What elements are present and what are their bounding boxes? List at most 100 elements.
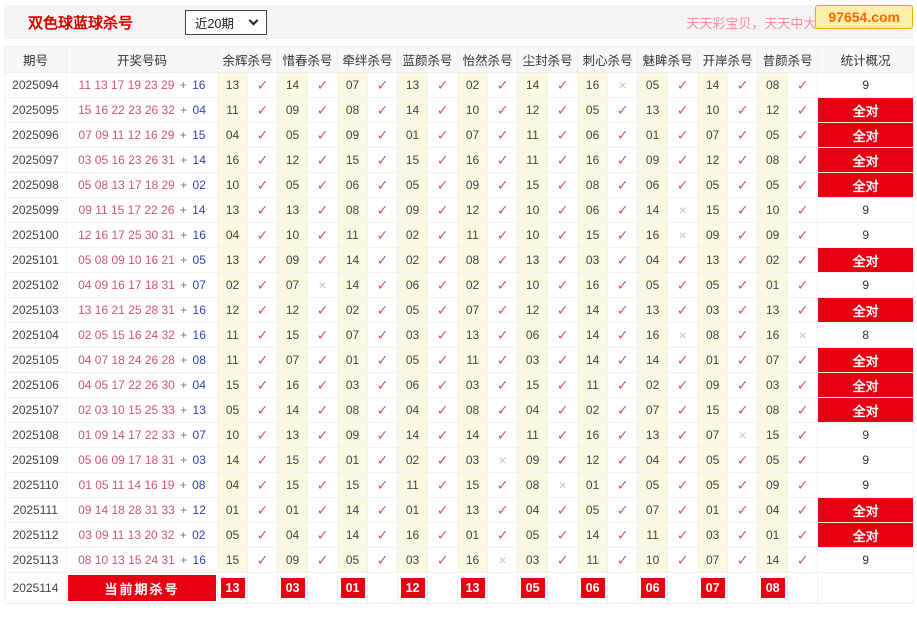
blue-ball: 14: [192, 203, 206, 217]
kill-number-cell: 06: [397, 272, 429, 298]
kill-number-cell: 14: [577, 297, 609, 323]
col-expert-7: 刺心杀号: [577, 46, 639, 73]
kill-number-cell: 14: [277, 72, 309, 98]
kill-number-cell: 13: [277, 422, 309, 448]
hit-check-icon: ✓: [607, 147, 639, 173]
kill-number-cell: 03: [337, 372, 369, 398]
hit-check-icon: ✓: [727, 497, 759, 523]
col-expert-8: 魅眸杀号: [637, 46, 699, 73]
site-logo-badge[interactable]: 97654.com: [815, 5, 913, 29]
blue-ball: 08: [192, 353, 206, 367]
kill-number-cell: 01: [697, 497, 729, 523]
empty-mark-cell: [307, 572, 339, 604]
kill-number-cell: 09: [757, 222, 789, 248]
hit-check-icon: ✓: [367, 247, 399, 273]
hit-check-icon: ✓: [727, 322, 759, 348]
stat-all-correct-badge: 全对: [817, 497, 915, 523]
kill-number-cell: 02: [457, 72, 489, 98]
hit-check-icon: ✓: [487, 147, 519, 173]
miss-x-icon: ×: [547, 472, 579, 498]
plus-sign: +: [176, 503, 191, 517]
hit-check-icon: ✓: [487, 272, 519, 298]
draw-numbers-cell: 07 09 11 12 16 29 + 15: [66, 122, 218, 148]
red-balls: 03 05 16 23 26 31: [78, 153, 175, 167]
draw-numbers-cell: 15 16 22 23 26 32 + 04: [66, 97, 218, 123]
hit-check-icon: ✓: [667, 447, 699, 473]
kill-number-cell: 01: [757, 272, 789, 298]
kill-number-cell: 08: [757, 72, 789, 98]
kill-number-cell: 12: [757, 97, 789, 123]
hit-check-icon: ✓: [487, 347, 519, 373]
kill-number-cell: 05: [637, 272, 669, 298]
hit-check-icon: ✓: [307, 447, 339, 473]
stat-count-cell: 9: [817, 72, 915, 98]
hit-check-icon: ✓: [787, 72, 819, 98]
kill-number-cell: 16: [217, 147, 248, 173]
kill-number-cell: 16: [577, 272, 609, 298]
hit-check-icon: ✓: [427, 397, 459, 423]
kill-number-cell: 06: [337, 172, 369, 198]
kill-number-cell: 07: [757, 347, 789, 373]
kill-number-cell: 08: [757, 147, 789, 173]
kill-number-cell: 12: [277, 297, 309, 323]
kill-number-cell: 02: [637, 372, 669, 398]
hit-check-icon: ✓: [427, 222, 459, 248]
hit-check-icon: ✓: [427, 72, 459, 98]
period-cell: 2025101: [4, 247, 67, 273]
hit-check-icon: ✓: [787, 122, 819, 148]
hit-check-icon: ✓: [607, 497, 639, 523]
current-kill-number-cell: 03: [277, 572, 309, 604]
table-row: 2025096 07 09 11 12 16 29 + 15 04 ✓ 05 ✓ 09 ✓ 01…: [4, 122, 915, 148]
stat-all-correct-badge: 全对: [817, 397, 915, 423]
kill-number-cell: 05: [697, 172, 729, 198]
col-period: 期号: [4, 46, 67, 73]
kill-number-cell: 15: [277, 472, 309, 498]
hit-check-icon: ✓: [427, 122, 459, 148]
plus-sign: +: [176, 328, 191, 342]
hit-check-icon: ✓: [427, 172, 459, 198]
kill-number-cell: 13: [217, 72, 248, 98]
hit-check-icon: ✓: [787, 522, 819, 548]
blue-ball: 03: [192, 453, 206, 467]
kill-number-cell: 02: [217, 272, 248, 298]
kill-number-cell: 04: [517, 497, 549, 523]
kill-number-cell: 08: [697, 322, 729, 348]
hit-check-icon: ✓: [246, 247, 279, 273]
current-kill-banner: 当前期杀号: [68, 575, 216, 601]
current-kill-number: 06: [640, 578, 665, 598]
hit-check-icon: ✓: [727, 272, 759, 298]
period-range-select[interactable]: 近20期: [185, 9, 267, 35]
blue-ball: 16: [192, 228, 206, 242]
period-range-value: 近20期: [195, 16, 234, 31]
period-cell: 2025096: [4, 122, 67, 148]
hit-check-icon: ✓: [667, 547, 699, 573]
hit-check-icon: ✓: [427, 547, 459, 573]
kill-number-cell: 05: [217, 522, 248, 548]
hit-check-icon: ✓: [727, 122, 759, 148]
miss-x-icon: ×: [667, 322, 699, 348]
plus-sign: +: [176, 303, 191, 317]
draw-numbers-cell: 05 08 09 10 16 21 + 05: [66, 247, 218, 273]
kill-number-cell: 16: [577, 72, 609, 98]
red-balls: 01 05 11 14 16 19: [78, 478, 175, 492]
hit-check-icon: ✓: [246, 222, 279, 248]
red-balls: 09 14 18 28 31 33: [78, 503, 175, 517]
kill-number-cell: 09: [337, 422, 369, 448]
hit-check-icon: ✓: [246, 272, 279, 298]
stat-all-correct-badge: 全对: [817, 347, 915, 373]
hit-check-icon: ✓: [427, 372, 459, 398]
kill-number-cell: 09: [697, 222, 729, 248]
hit-check-icon: ✓: [607, 247, 639, 273]
kill-number-cell: 03: [457, 447, 489, 473]
period-cell: 2025094: [4, 72, 67, 98]
hit-check-icon: ✓: [607, 547, 639, 573]
empty-stat-cell: [817, 572, 915, 604]
kill-number-cell: 07: [457, 122, 489, 148]
plus-sign: +: [176, 128, 191, 142]
kill-number-cell: 05: [697, 447, 729, 473]
hit-check-icon: ✓: [547, 147, 579, 173]
kill-number-cell: 09: [277, 547, 309, 573]
stat-all-correct-badge: 全对: [817, 247, 915, 273]
stat-count-cell: 9: [817, 422, 915, 448]
empty-mark-cell: [727, 572, 759, 604]
